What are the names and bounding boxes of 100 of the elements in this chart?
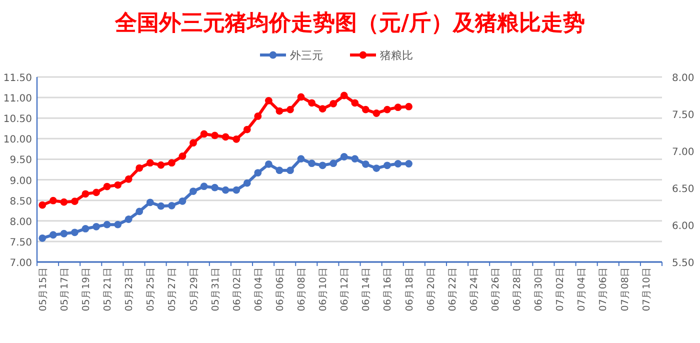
point — [124, 216, 132, 223]
point — [146, 198, 154, 206]
point — [71, 228, 78, 236]
point — [362, 106, 370, 114]
point — [114, 220, 122, 228]
point — [318, 105, 326, 113]
y-tick-label: 10.50 — [3, 114, 32, 126]
point — [384, 162, 391, 170]
y2-tick-label: 6.50 — [672, 184, 694, 195]
x-tick-label: 06月14日 — [361, 267, 372, 312]
x-tick-label: 06月20日 — [426, 267, 437, 312]
x-tick-label: 06月06日 — [274, 267, 286, 312]
point — [243, 179, 251, 187]
x-tick-label: 06月18日 — [404, 267, 416, 312]
x-tick-label: 06月04日 — [253, 267, 264, 312]
x-tick-label: 05月31日 — [210, 267, 222, 312]
y-tick-label: 9.00 — [10, 176, 32, 187]
x-tick-label: 07月06日 — [598, 267, 610, 312]
y-tick-label: 8.50 — [10, 196, 32, 208]
point — [124, 175, 132, 183]
point — [168, 159, 176, 167]
point — [384, 106, 391, 114]
x-tick-label: 05月23日 — [124, 267, 136, 312]
y-tick-label: 9.50 — [10, 155, 32, 166]
point — [222, 186, 230, 194]
x-tick-label: 05月17日 — [59, 267, 70, 312]
point — [362, 160, 370, 168]
y2-tick-label: 7.00 — [672, 147, 694, 158]
point — [49, 196, 57, 204]
point — [405, 102, 412, 110]
point — [330, 160, 338, 168]
x-tick-label: 06月22日 — [447, 267, 458, 312]
point — [286, 106, 294, 114]
x-tick-label: 07月04日 — [576, 267, 588, 312]
legend-label: 外三元 — [290, 49, 323, 62]
point — [136, 208, 144, 216]
point — [254, 169, 262, 176]
point — [340, 153, 348, 160]
point — [340, 92, 348, 100]
y-tick-label: 7.50 — [10, 237, 32, 248]
point — [200, 182, 208, 190]
y2-tick-label: 7.50 — [672, 110, 694, 121]
x-tick-label: 05月27日 — [167, 267, 178, 312]
point — [200, 130, 208, 138]
point — [38, 234, 46, 242]
x-tick-label: 05月25日 — [146, 267, 157, 312]
point — [254, 112, 262, 120]
x-tick-label: 06月08日 — [296, 267, 308, 312]
point — [71, 198, 78, 206]
y2-tick-label: 5.50 — [672, 258, 694, 269]
point — [405, 160, 412, 168]
x-tick-label: 06月24日 — [468, 267, 480, 312]
point — [264, 96, 272, 104]
point — [276, 107, 284, 115]
point — [297, 155, 305, 163]
point — [232, 135, 240, 143]
point — [157, 161, 165, 169]
x-tick-label: 05月29日 — [188, 267, 200, 312]
point — [178, 152, 186, 160]
point — [103, 182, 111, 190]
y-tick-label: 11.00 — [3, 94, 32, 105]
x-tick-label: 05月21日 — [102, 267, 114, 312]
x-tick-label: 05月15日 — [38, 267, 49, 312]
y-tick-label: 11.50 — [3, 73, 32, 84]
x-tick-label: 06月28日 — [512, 267, 524, 312]
point — [38, 201, 46, 209]
y2-tick-label: 6.00 — [672, 221, 694, 232]
point — [243, 126, 251, 134]
legend-label: 猪粮比 — [380, 49, 413, 62]
x-tick-label: 07月10日 — [641, 267, 652, 312]
point — [222, 133, 230, 141]
x-tick-label: 07月08日 — [620, 267, 631, 312]
x-tick-label: 06月16日 — [382, 267, 394, 312]
x-tick-label: 05月19日 — [80, 267, 92, 312]
point — [92, 188, 100, 196]
point — [351, 99, 359, 107]
point — [372, 110, 380, 117]
point — [308, 99, 316, 107]
point — [330, 100, 338, 108]
point — [264, 160, 272, 168]
point — [136, 164, 144, 172]
point — [60, 198, 68, 206]
point — [297, 93, 305, 101]
point — [146, 159, 154, 167]
x-tick-label: 06月26日 — [490, 267, 502, 312]
point — [190, 139, 197, 147]
point — [168, 202, 176, 210]
x-tick-label: 06月12日 — [340, 267, 351, 312]
point — [82, 225, 90, 232]
point — [308, 160, 316, 168]
point — [157, 202, 165, 210]
point — [318, 162, 326, 170]
point — [211, 132, 218, 140]
y2-tick-label: 8.00 — [672, 73, 694, 84]
point — [372, 164, 380, 172]
point — [286, 166, 294, 174]
point — [394, 160, 402, 168]
chart-title: 全国外三元猪均价走势图（元/斤）及猪粮比走势 — [114, 11, 586, 36]
point — [92, 222, 100, 230]
x-tick-label: 06月02日 — [232, 267, 243, 312]
